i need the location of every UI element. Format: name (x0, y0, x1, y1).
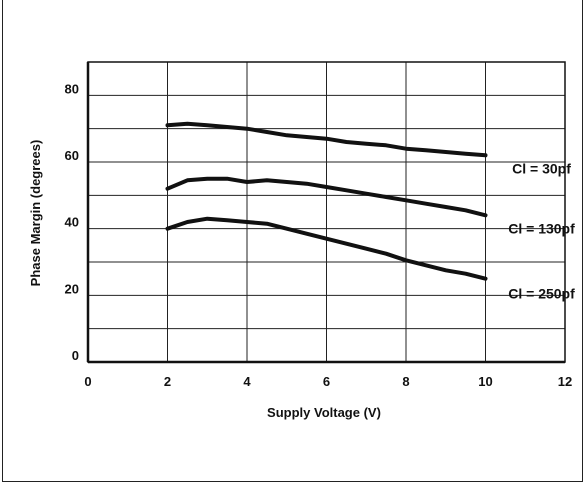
x-tick-label: 6 (323, 374, 330, 389)
series-line-2 (165, 176, 488, 218)
series-lines (165, 121, 488, 281)
x-tick-label: 2 (164, 374, 171, 389)
x-tick-label: 12 (558, 374, 572, 389)
y-tick-label: 40 (65, 215, 79, 230)
series-annotation: Cl = 130pf (508, 220, 575, 236)
x-tick-label: 10 (478, 374, 492, 389)
y-tick-labels: 0 20 40 60 80 (65, 81, 79, 363)
y-axis-label: Phase Margin (degrees) (28, 140, 43, 287)
y-tick-label: 20 (65, 281, 79, 296)
x-tick-labels: 0 2 4 6 8 10 12 (84, 374, 572, 389)
series-annotation: Cl = 30pf (512, 160, 571, 176)
x-tick-label: 0 (84, 374, 91, 389)
plot-area (86, 61, 566, 364)
y-tick-label: 60 (65, 148, 79, 163)
series-annotation: Cl = 250pf (508, 286, 575, 302)
grid-lines (88, 62, 565, 362)
y-tick-label: 0 (72, 348, 79, 363)
series-line-3 (165, 216, 488, 281)
y-tick-label: 80 (65, 81, 79, 96)
series-annotations: Cl = 30pf Cl = 130pf Cl = 250pf (508, 160, 575, 301)
x-axis-label: Supply Voltage (V) (267, 405, 381, 420)
series-line-1 (165, 121, 488, 158)
x-tick-label: 4 (243, 374, 251, 389)
x-tick-label: 8 (402, 374, 409, 389)
